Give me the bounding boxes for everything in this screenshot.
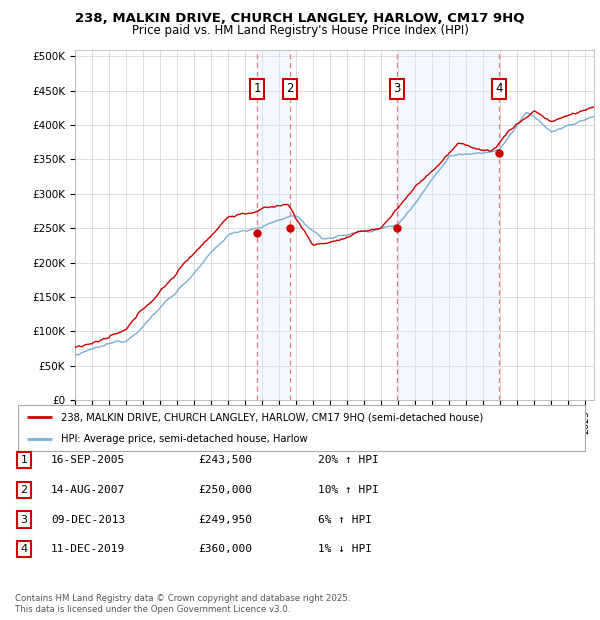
Bar bbox=[397, 50, 499, 400]
Text: 16-SEP-2005: 16-SEP-2005 bbox=[51, 455, 125, 465]
Text: £250,000: £250,000 bbox=[198, 485, 252, 495]
Text: 1: 1 bbox=[20, 455, 28, 465]
Text: 11-DEC-2019: 11-DEC-2019 bbox=[51, 544, 125, 554]
Text: 2: 2 bbox=[286, 82, 293, 95]
Text: 2: 2 bbox=[20, 485, 28, 495]
Text: 09-DEC-2013: 09-DEC-2013 bbox=[51, 515, 125, 525]
Text: Contains HM Land Registry data © Crown copyright and database right 2025.: Contains HM Land Registry data © Crown c… bbox=[15, 593, 350, 603]
Text: £243,500: £243,500 bbox=[198, 455, 252, 465]
Text: 1% ↓ HPI: 1% ↓ HPI bbox=[318, 544, 372, 554]
Text: 4: 4 bbox=[20, 544, 28, 554]
Text: £360,000: £360,000 bbox=[198, 544, 252, 554]
Text: HPI: Average price, semi-detached house, Harlow: HPI: Average price, semi-detached house,… bbox=[61, 434, 307, 444]
Text: £249,950: £249,950 bbox=[198, 515, 252, 525]
Text: 14-AUG-2007: 14-AUG-2007 bbox=[51, 485, 125, 495]
Text: 20% ↑ HPI: 20% ↑ HPI bbox=[318, 455, 379, 465]
Bar bbox=[257, 50, 290, 400]
Text: This data is licensed under the Open Government Licence v3.0.: This data is licensed under the Open Gov… bbox=[15, 604, 290, 614]
Text: 238, MALKIN DRIVE, CHURCH LANGLEY, HARLOW, CM17 9HQ: 238, MALKIN DRIVE, CHURCH LANGLEY, HARLO… bbox=[75, 12, 525, 25]
Text: 238, MALKIN DRIVE, CHURCH LANGLEY, HARLOW, CM17 9HQ (semi-detached house): 238, MALKIN DRIVE, CHURCH LANGLEY, HARLO… bbox=[61, 412, 483, 422]
Text: 4: 4 bbox=[496, 82, 503, 95]
Text: 3: 3 bbox=[394, 82, 401, 95]
Text: 1: 1 bbox=[253, 82, 261, 95]
Text: 10% ↑ HPI: 10% ↑ HPI bbox=[318, 485, 379, 495]
Text: 6% ↑ HPI: 6% ↑ HPI bbox=[318, 515, 372, 525]
Text: Price paid vs. HM Land Registry's House Price Index (HPI): Price paid vs. HM Land Registry's House … bbox=[131, 24, 469, 37]
Text: 3: 3 bbox=[20, 515, 28, 525]
